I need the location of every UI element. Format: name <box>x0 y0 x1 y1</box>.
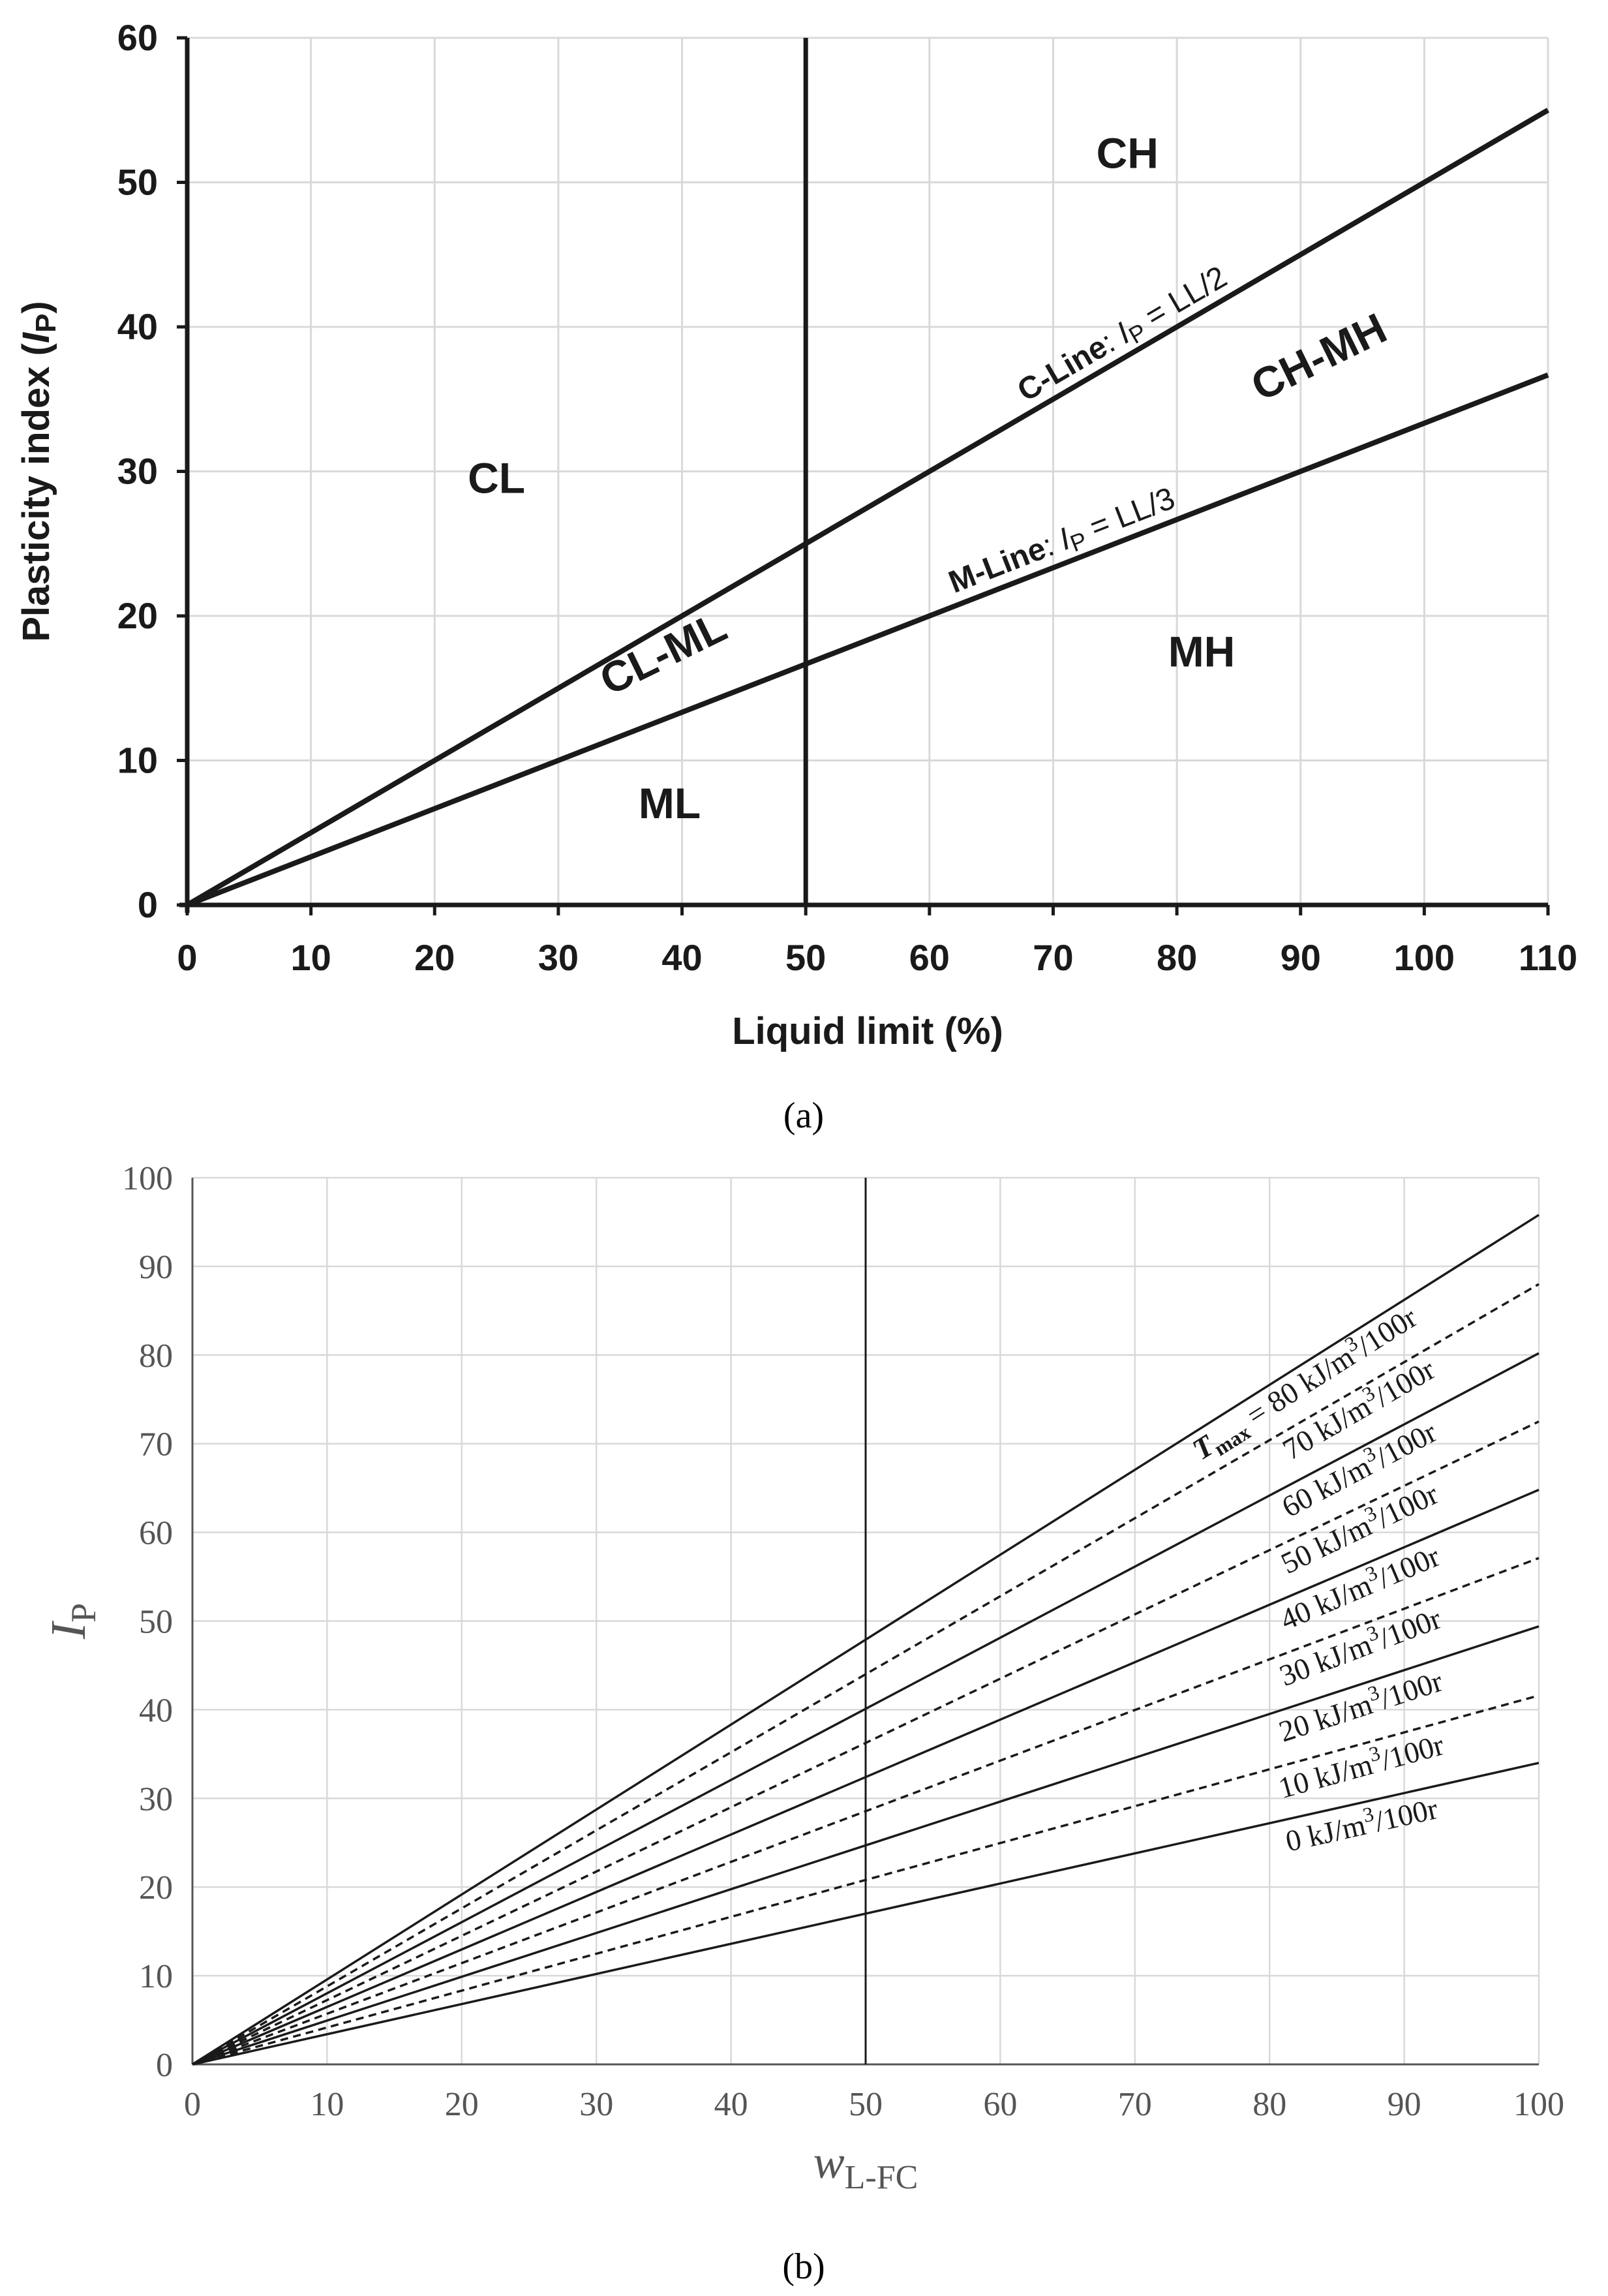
panel-b-energy-chart: 0 10 20 30 40 50 60 70 80 90 100 0 10 20 30 40 50 60 70 80 9… <box>41 1160 1564 2196</box>
caption-b: (b) <box>782 2246 825 2287</box>
y-axis-title: IP <box>41 1603 103 1640</box>
x-tick-label-30: 30 <box>579 2086 613 2123</box>
x-tick-label-0: 0 <box>177 937 197 978</box>
x-tick-label-0: 0 <box>184 2086 201 2123</box>
caption-a: (a) <box>783 1095 824 1136</box>
y-tick-label-0: 0 <box>156 2047 173 2084</box>
y-tick-label-90: 90 <box>139 1249 173 1286</box>
series-line-4 <box>192 1488 1540 2066</box>
x-axis-title: wL-FC <box>813 2136 918 2196</box>
series-line-1 <box>192 1283 1540 2066</box>
series-line-7 <box>192 1694 1540 2066</box>
region-label-mh: MH <box>1168 628 1236 676</box>
y-tick-label-50: 50 <box>117 162 158 203</box>
x-tick-label-80: 80 <box>1252 2086 1286 2123</box>
y-tick-label-60: 60 <box>139 1515 173 1552</box>
series-line-3 <box>192 1420 1540 2066</box>
y-tick-label-20: 20 <box>139 1869 173 1906</box>
series-c-line <box>185 108 1550 908</box>
x-tick-label-110: 110 <box>1519 937 1577 978</box>
y-tick-label-40: 40 <box>117 306 158 347</box>
y-tick-label-20: 20 <box>117 595 158 636</box>
line-label-c-line: C-Line: IP = LL/2 <box>1012 260 1234 411</box>
y-tick-label-40: 40 <box>139 1692 173 1729</box>
y-tick-label-0: 0 <box>138 884 158 925</box>
x-tick-label-100: 100 <box>1513 2086 1564 2123</box>
y-tick-label-30: 30 <box>139 1781 173 1818</box>
x-tick-label-20: 20 <box>445 2086 479 2123</box>
y-tick-label-60: 60 <box>117 17 158 58</box>
x-tick-label-10: 10 <box>290 937 331 978</box>
x-tick-label-40: 40 <box>714 2086 748 2123</box>
x-tick-label-40: 40 <box>661 937 702 978</box>
panel-a-plasticity-chart: 0 10 20 30 40 50 60 70 80 90 100 110 0 10 20 30 40 50 60 C-… <box>15 17 1577 1052</box>
y-tick-label-50: 50 <box>139 1604 173 1641</box>
y-axis-title: Plasticity index (IP) <box>15 301 62 642</box>
region-label-cl-ml: CL-ML <box>592 602 734 704</box>
series-line-0 <box>192 1214 1540 2066</box>
x-tick-label-50: 50 <box>785 937 826 978</box>
y-tick-label-70: 70 <box>139 1426 173 1463</box>
x-tick-label-30: 30 <box>538 937 579 978</box>
x-tick-label-100: 100 <box>1394 937 1455 978</box>
x-tick-label-90: 90 <box>1281 937 1321 978</box>
x-tick-label-20: 20 <box>414 937 455 978</box>
y-tick-label-10: 10 <box>117 740 158 781</box>
x-tick-label-50: 50 <box>849 2086 883 2123</box>
region-label-ch: CH <box>1097 129 1159 177</box>
region-label-ml: ML <box>639 779 701 827</box>
y-tick-label-30: 30 <box>117 451 158 492</box>
x-tick-label-90: 90 <box>1388 2086 1421 2123</box>
line-label-m-line: M-Line: IP = LL/3 <box>944 481 1181 603</box>
x-axis-title: Liquid limit (%) <box>732 1010 1003 1052</box>
y-tick-label-10: 10 <box>139 1958 173 1995</box>
y-tick-label-100: 100 <box>122 1160 173 1197</box>
x-tick-label-70: 70 <box>1118 2086 1152 2123</box>
series-line-8 <box>192 1762 1540 2066</box>
series-m-line <box>186 373 1549 908</box>
x-tick-label-80: 80 <box>1157 937 1197 978</box>
series-line-6 <box>192 1625 1540 2066</box>
y-tick-label-80: 80 <box>139 1338 173 1375</box>
x-tick-label-70: 70 <box>1033 937 1073 978</box>
x-tick-label-60: 60 <box>909 937 950 978</box>
series-line-2 <box>192 1352 1540 2066</box>
series-line-5 <box>192 1557 1540 2066</box>
x-tick-label-60: 60 <box>983 2086 1017 2123</box>
region-label-ch-mh: CH-MH <box>1243 303 1393 410</box>
x-tick-label-10: 10 <box>310 2086 344 2123</box>
region-label-cl: CL <box>468 454 525 502</box>
